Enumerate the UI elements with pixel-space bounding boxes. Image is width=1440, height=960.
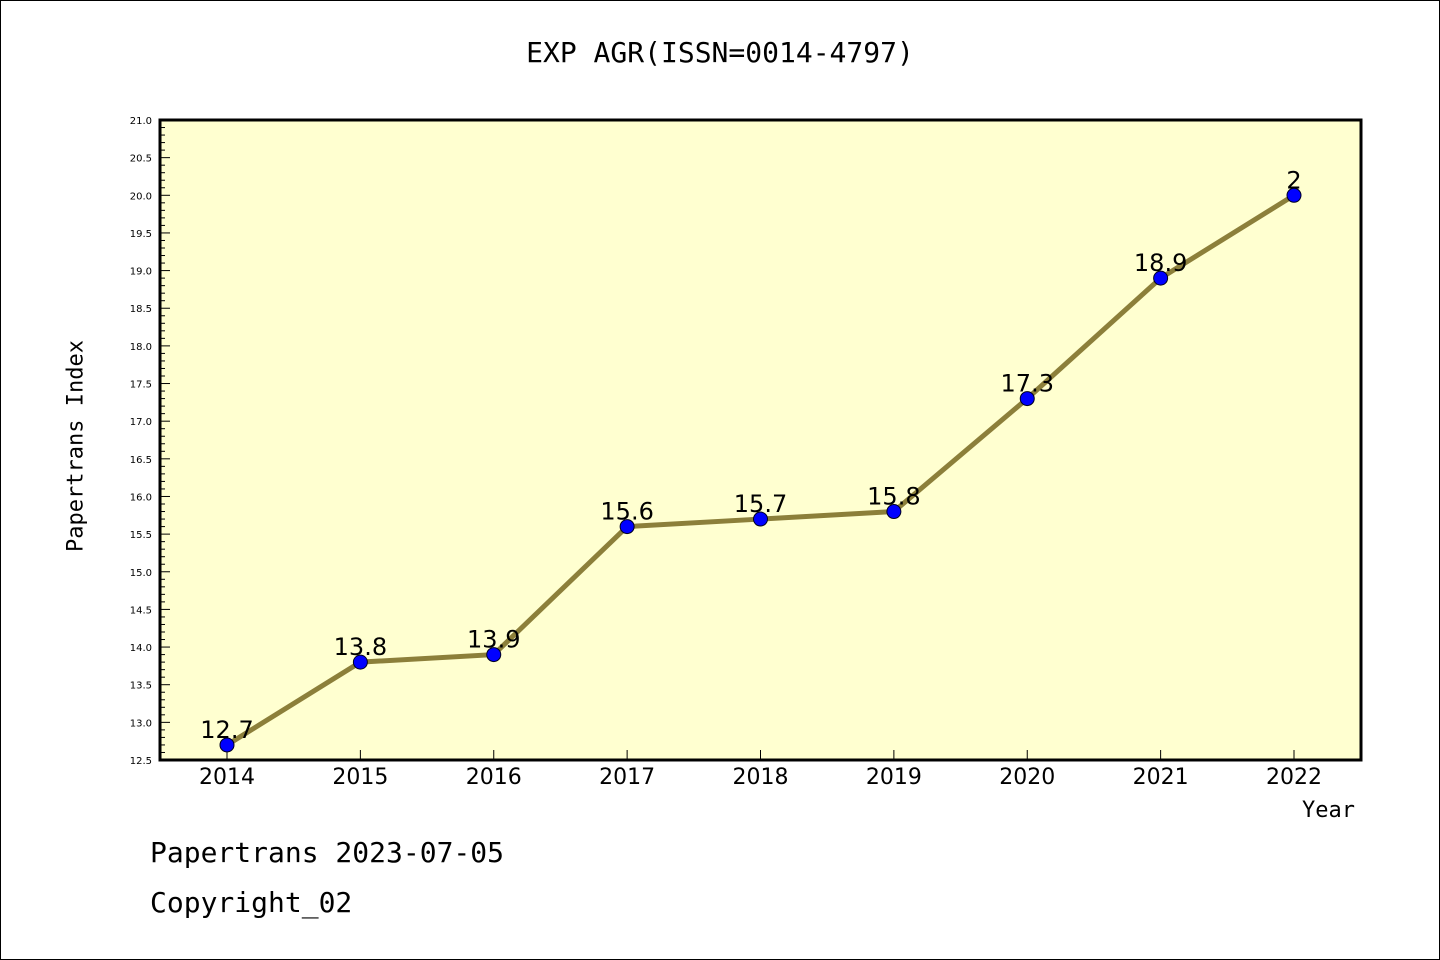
- data-label: 13.9: [467, 626, 520, 654]
- data-label: 18.9: [1134, 249, 1187, 277]
- data-point: [352, 654, 368, 670]
- x-tick-label: 2021: [1133, 765, 1189, 790]
- y-tick-label: 17.0: [130, 417, 152, 428]
- y-tick-label: 21.0: [130, 116, 152, 127]
- footer-date: Papertrans 2023-07-05: [150, 836, 505, 869]
- y-tick-label: 16.5: [130, 455, 152, 466]
- data-label: 15.8: [867, 483, 920, 511]
- data-label: 13.8: [334, 633, 387, 661]
- data-point: [619, 519, 635, 535]
- y-tick-label: 13.0: [130, 718, 152, 729]
- data-markers: [219, 187, 1302, 753]
- data-point: [753, 511, 768, 527]
- y-tick-label: 18.0: [130, 342, 152, 353]
- y-tick-label: 15.5: [130, 530, 152, 541]
- data-point: [486, 647, 502, 663]
- x-tick-label: 2015: [332, 765, 388, 790]
- x-tick-label: 2014: [199, 765, 255, 790]
- footer-copyright: Copyright_02: [150, 886, 353, 919]
- y-tick-label: 19.5: [130, 229, 152, 240]
- y-tick-label: 19.0: [130, 267, 152, 278]
- plot-border: [158, 118, 1363, 762]
- y-axis: 12.5 13.0 13.5 14.0 14.5 15.0 15.5 16.0 16.5 17.0…: [130, 116, 170, 767]
- data-point: [1019, 391, 1035, 407]
- x-axis: 2014 2015 2016 2017 2018 2019 2020 2021 2022: [199, 750, 1322, 790]
- chart-title: EXP AGR(ISSN=0014-4797): [526, 36, 914, 69]
- y-tick-label: 18.5: [130, 304, 152, 315]
- y-tick-label: 17.5: [130, 380, 152, 391]
- x-tick-label: 2019: [866, 765, 922, 790]
- y-tick-label: 16.0: [130, 492, 152, 503]
- x-tick-label: 2017: [599, 765, 655, 790]
- data-point: [886, 504, 902, 520]
- data-label: 15.6: [600, 498, 653, 526]
- y-tick-label: 14.5: [130, 605, 152, 616]
- data-label: 15.7: [734, 490, 787, 518]
- y-tick-label: 14.0: [130, 643, 152, 654]
- y-tick-label: 13.5: [130, 681, 152, 692]
- y-tick-label: 20.0: [130, 191, 152, 202]
- data-point: [1153, 270, 1169, 286]
- y-tick-label: 15.0: [130, 568, 152, 579]
- y-tick-label: 20.5: [130, 154, 152, 165]
- x-tick-label: 2020: [999, 765, 1055, 790]
- x-axis-label: Year: [1302, 798, 1355, 823]
- x-tick-label: 2022: [1266, 765, 1322, 790]
- data-point: [1286, 187, 1302, 203]
- data-label: 17.3: [1001, 370, 1054, 398]
- y-tick-label: 12.5: [130, 756, 152, 767]
- data-point: [219, 737, 235, 753]
- data-label: 12.7: [200, 716, 253, 744]
- x-tick-label: 2016: [466, 765, 522, 790]
- data-labels: 12.7 13.8 13.9 15.6 15.7 15.8 17.3 18.9 2: [200, 166, 1301, 744]
- x-tick-label: 2018: [733, 765, 789, 790]
- data-label: 2: [1286, 166, 1301, 194]
- plot-area: [160, 120, 1361, 760]
